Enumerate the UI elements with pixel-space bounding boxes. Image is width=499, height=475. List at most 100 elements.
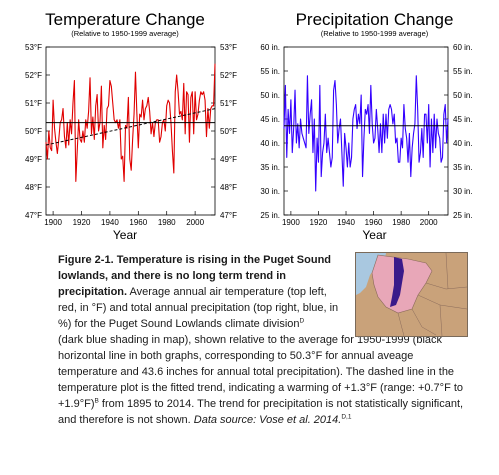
data-point — [322, 152, 323, 153]
data-point — [132, 139, 133, 140]
data-point — [71, 133, 72, 135]
data-point — [74, 80, 75, 81]
y-tick-label: 30 in. — [260, 187, 280, 196]
data-point — [128, 97, 129, 98]
data-point — [120, 158, 122, 160]
data-point — [337, 142, 339, 144]
data-point — [446, 142, 447, 144]
temperature-plot: 47°F 47°F 48°F 48°F 49°F 49°F 50°F 50°F 51°F 51°F… — [25, 43, 237, 227]
data-point — [371, 123, 373, 125]
data-point — [333, 89, 334, 91]
data-point — [210, 108, 212, 109]
data-point — [341, 152, 343, 153]
data-point — [82, 130, 84, 132]
data-point — [48, 130, 50, 132]
data-point — [196, 119, 197, 121]
data-point — [45, 141, 47, 143]
data-point — [404, 128, 406, 129]
chart-subtitle: (Relative to 1950-1999 average) — [71, 29, 179, 38]
data-point — [395, 142, 396, 144]
data-point — [49, 147, 51, 149]
data-source: Data source: Vose et al. 2014. — [193, 414, 342, 426]
data-point — [325, 113, 326, 115]
data-point — [136, 113, 138, 115]
plot-frame — [283, 46, 449, 216]
y-tick-label: 45 in. — [260, 115, 280, 124]
x-tick-label: 2000 — [186, 218, 204, 227]
data-point — [429, 166, 431, 168]
data-point — [213, 105, 214, 107]
data-point — [438, 133, 439, 134]
data-point — [138, 147, 139, 149]
data-point — [366, 113, 367, 115]
data-point — [189, 141, 190, 143]
data-point — [374, 137, 376, 139]
x-tick-label: 1900 — [44, 218, 62, 227]
series-line — [283, 75, 449, 192]
caption-text: Average annual air temperature (top left… — [58, 286, 339, 330]
caption-bold-text: Temperature is rising in the Puget Sound… — [58, 254, 332, 298]
data-point — [96, 94, 98, 95]
y-tick-label: 50 in. — [260, 91, 280, 100]
y-tick-label: 51°F — [25, 99, 42, 108]
data-point — [373, 142, 374, 144]
data-point — [108, 105, 109, 107]
data-point — [143, 119, 145, 121]
chart-subtitle: (Relative to 1950-1999 average) — [320, 29, 429, 38]
data-point — [407, 161, 409, 163]
data-point — [197, 113, 199, 115]
data-point — [182, 119, 183, 121]
data-point — [130, 169, 132, 171]
caption-text: (dark blue shading in map), shown relati… — [58, 334, 464, 410]
data-point — [297, 123, 299, 125]
data-point — [298, 147, 300, 149]
data-point — [344, 133, 345, 134]
x-tick-label: 1920 — [310, 218, 328, 227]
data-point — [402, 147, 403, 149]
x-axis-label: Year — [362, 228, 387, 242]
data-point — [417, 109, 418, 110]
data-point — [380, 123, 381, 125]
data-point — [92, 116, 94, 118]
data-point — [363, 137, 365, 139]
data-point — [393, 113, 395, 115]
data-point — [93, 139, 95, 140]
data-point — [359, 123, 361, 125]
data-point — [444, 104, 446, 105]
data-point — [142, 99, 143, 101]
data-point — [348, 142, 350, 144]
y-tick-label: 48°F — [220, 183, 237, 192]
data-point — [304, 142, 305, 144]
data-point — [76, 150, 78, 151]
data-point — [406, 137, 407, 139]
data-point — [211, 105, 213, 107]
data-point — [176, 74, 177, 76]
data-point — [425, 113, 427, 115]
data-point — [416, 75, 417, 77]
data-point — [327, 137, 329, 139]
y-tick-label: 52°F — [220, 71, 237, 80]
y-tick-label: 53°F — [220, 43, 237, 52]
data-point — [439, 137, 441, 139]
data-point — [105, 139, 106, 140]
data-point — [207, 108, 209, 109]
data-point — [365, 109, 366, 110]
data-point — [447, 118, 449, 120]
data-point — [370, 85, 372, 86]
data-point — [109, 80, 111, 81]
data-point — [135, 71, 136, 73]
caption-text: from 1895 to 2014. The trend for precipi… — [58, 398, 464, 426]
data-point — [58, 139, 60, 140]
data-point — [145, 108, 146, 109]
data-point — [413, 133, 414, 134]
data-point — [201, 94, 203, 95]
x-tick-label: 1980 — [392, 218, 410, 227]
data-point — [340, 118, 341, 120]
data-point — [396, 137, 398, 139]
data-point — [440, 161, 442, 163]
data-point — [79, 139, 81, 140]
data-point — [389, 104, 391, 105]
y-tick-label: 47°F — [25, 211, 42, 220]
data-point — [351, 157, 352, 158]
x-tick-label: 1920 — [73, 218, 91, 227]
